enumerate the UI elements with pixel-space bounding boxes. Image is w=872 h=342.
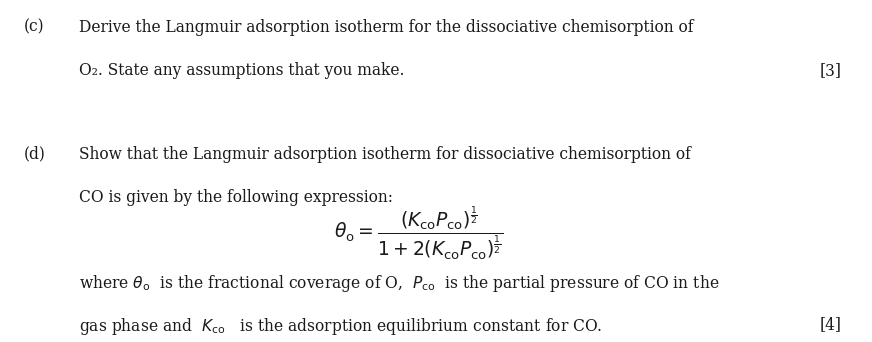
Text: Show that the Langmuir adsorption isotherm for dissociative chemisorption of: Show that the Langmuir adsorption isothe…	[78, 146, 691, 163]
Text: (c): (c)	[24, 18, 44, 36]
Text: O₂. State any assumptions that you make.: O₂. State any assumptions that you make.	[78, 62, 405, 79]
Text: (d): (d)	[24, 146, 46, 163]
Text: where $\theta_{\mathrm{o}}$  is the fractional coverage of O,  $P_{\mathrm{co}}$: where $\theta_{\mathrm{o}}$ is the fract…	[78, 273, 719, 294]
Text: Derive the Langmuir adsorption isotherm for the dissociative chemisorption of: Derive the Langmuir adsorption isotherm …	[78, 18, 693, 36]
Text: gas phase and  $K_{\mathrm{co}}$   is the adsorption equilibrium constant for CO: gas phase and $K_{\mathrm{co}}$ is the a…	[78, 316, 603, 337]
Text: [3]: [3]	[820, 62, 841, 79]
Text: [4]: [4]	[820, 316, 841, 333]
Text: CO is given by the following expression:: CO is given by the following expression:	[78, 189, 392, 207]
Text: $\theta_{\mathrm{o}} = \dfrac{\left(K_{\mathrm{co}}P_{\mathrm{co}}\right)^{\frac: $\theta_{\mathrm{o}} = \dfrac{\left(K_{\…	[334, 205, 504, 262]
